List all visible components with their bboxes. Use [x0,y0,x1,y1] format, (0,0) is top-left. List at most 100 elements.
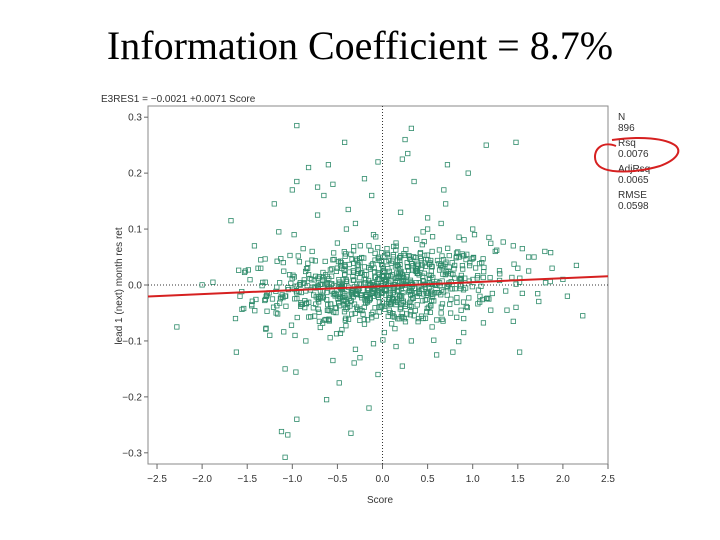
data-point [357,275,363,281]
data-point [326,316,332,322]
data-point [348,430,354,436]
data-point [496,268,503,274]
data-point [438,310,444,316]
data-point [375,276,381,283]
data-point [448,296,454,302]
data-point [560,276,566,283]
stat-label: AdjRsq [618,164,650,175]
data-point [357,281,363,287]
data-point [330,181,336,187]
data-point [309,248,315,255]
data-point [345,206,351,213]
data-point [296,259,303,265]
data-point [302,298,308,304]
data-point [314,212,321,218]
data-point [333,305,339,311]
data-point [351,248,357,254]
data-point [253,296,259,303]
data-point [327,308,333,314]
data-point [420,229,426,235]
data-point [352,346,359,352]
data-point [473,265,479,271]
data-point [294,314,300,321]
data-point [361,276,367,283]
data-point [389,321,395,327]
data-point [270,304,277,310]
y-tick-label: 0.0 [128,281,142,292]
data-point [458,307,464,313]
data-point [486,296,492,302]
data-point [309,277,315,283]
data-point [325,317,331,323]
data-point [357,243,363,249]
data-point [381,329,387,336]
data-point [331,250,337,256]
data-point [504,307,510,313]
x-tick-label: 2.5 [601,474,615,485]
data-point [343,251,349,257]
data-point [394,278,400,284]
data-point [351,243,357,250]
data-point [439,253,445,259]
rsq-highlight-annotation [594,137,680,173]
data-point [564,293,571,299]
data-point [406,253,412,259]
data-point [480,256,486,262]
data-point [400,289,406,296]
data-point [258,257,264,263]
data-point [407,299,413,305]
data-point [274,303,280,309]
data-point [403,279,409,285]
data-point [343,226,350,232]
data-point [325,302,331,308]
data-point [444,292,450,298]
data-point [352,220,359,227]
data-point [408,125,414,131]
data-point [452,275,458,281]
data-point [402,136,408,143]
data-point [355,268,362,274]
data-point [354,304,360,310]
data-point [321,192,327,199]
data-point [324,296,330,303]
data-point [369,315,375,321]
data-point [531,254,537,260]
data-point [414,236,420,242]
data-point [373,234,379,240]
data-point [294,178,300,185]
data-point [488,307,494,313]
data-point [439,316,445,322]
data-point [509,274,515,281]
data-point [241,305,247,312]
data-point [380,263,386,269]
data-point [440,263,446,269]
data-point [350,273,356,280]
data-point [316,299,322,305]
data-point [294,295,300,302]
data-point [249,303,255,309]
data-point [363,277,369,283]
data-point [341,302,347,308]
data-point [306,272,312,278]
data-point [469,284,475,290]
data-point [282,454,288,460]
y-axis-title: lead 1 (next) month res ret [114,227,125,344]
data-point [388,260,394,266]
data-point [344,301,351,307]
data-point [453,250,460,256]
data-point [297,280,303,286]
data-point [312,313,318,319]
data-point [294,122,300,129]
x-axis: −2.5 −2.0 −1.5 −1.0 −0.5 0.0 0.5 1.0 1.5 2.0 2.5 [147,464,615,485]
data-point [283,293,289,299]
data-point [526,268,532,274]
data-point [449,260,455,266]
data-point [461,329,467,336]
y-tick-label: −0.3 [122,448,142,459]
data-point [352,310,358,317]
stat-value: 0.0598 [618,201,649,212]
data-point [236,267,242,273]
data-point [375,255,381,262]
data-point [421,270,427,276]
data-point [302,305,308,311]
